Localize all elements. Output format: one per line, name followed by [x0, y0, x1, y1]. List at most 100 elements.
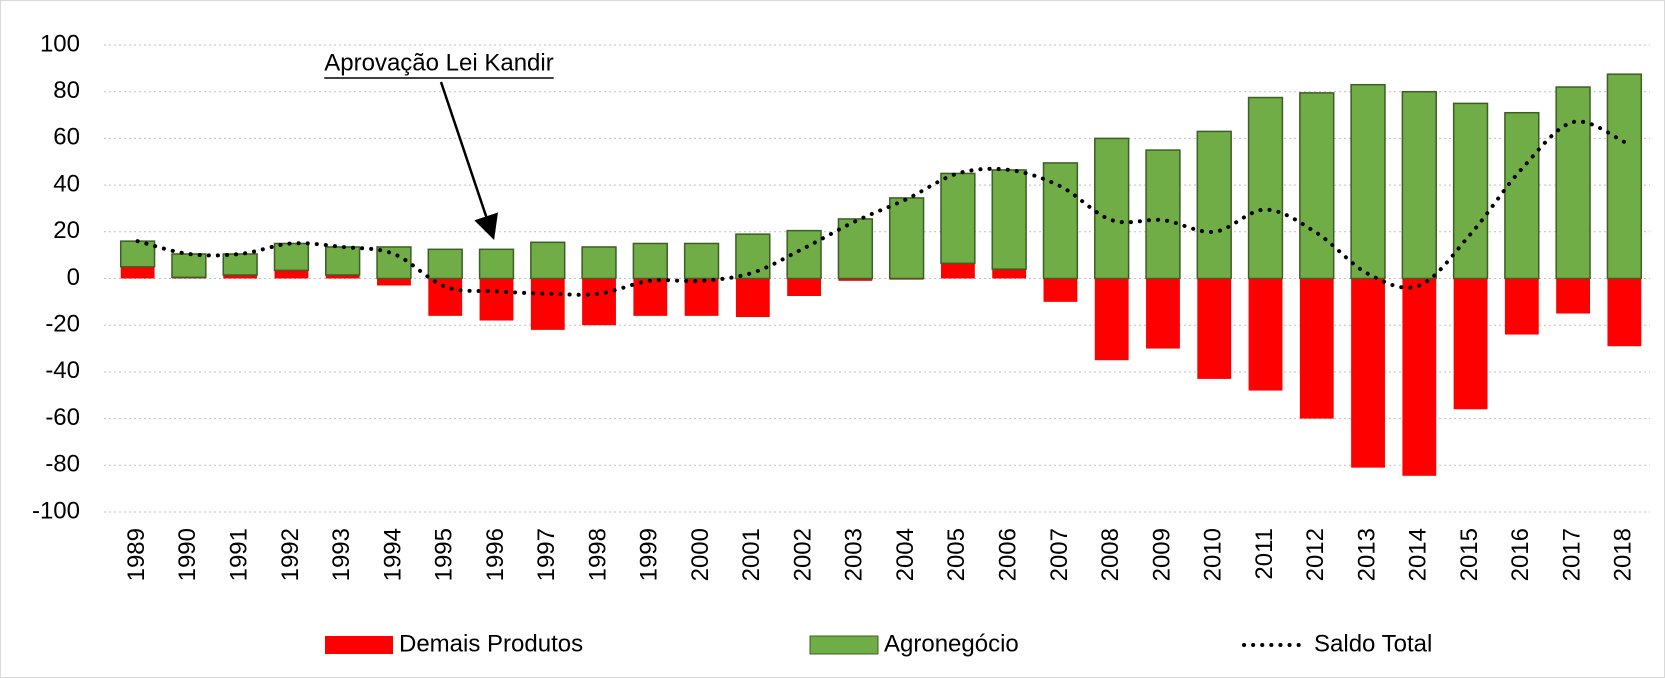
- bar: [940, 263, 975, 279]
- y-tick-label: 60: [53, 124, 80, 151]
- x-tick-label: 2017: [1558, 528, 1585, 581]
- bar: [1504, 111, 1540, 280]
- y-tick-label: 40: [53, 170, 80, 197]
- bar: [1043, 278, 1078, 302]
- bar: [376, 246, 412, 280]
- x-tick-label: 2004: [892, 528, 919, 581]
- x-tick-label: 2000: [687, 528, 714, 581]
- bar: [786, 229, 822, 280]
- bar: [1094, 278, 1129, 361]
- y-tick-label: -60: [45, 404, 80, 431]
- legend-swatch: [809, 635, 879, 655]
- bar: [837, 218, 874, 280]
- annotation: Aprovação Lei Kandir: [324, 49, 553, 76]
- legend-label: Saldo Total: [1314, 630, 1432, 657]
- x-tick-label: 2008: [1097, 528, 1124, 581]
- bar: [787, 278, 822, 297]
- x-tick-label: 1998: [584, 528, 611, 581]
- bar: [1042, 162, 1079, 280]
- bar: [1452, 102, 1489, 280]
- bar: [119, 240, 156, 268]
- bar: [1146, 278, 1180, 349]
- bar: [274, 270, 309, 279]
- bar: [1504, 278, 1539, 335]
- x-tick-label: 2010: [1200, 528, 1227, 581]
- bar: [325, 274, 360, 279]
- x-tick-label: 2001: [738, 528, 765, 581]
- bar: [581, 246, 617, 280]
- bar: [1299, 92, 1335, 280]
- bar: [1351, 278, 1385, 468]
- bar: [1248, 278, 1283, 391]
- bar: [1401, 90, 1437, 280]
- bar: [1299, 278, 1334, 419]
- legend-label: Demais Produtos: [399, 630, 583, 657]
- bar: [735, 233, 771, 280]
- y-tick-label: 0: [67, 264, 80, 291]
- annotation-arrow: [439, 81, 498, 241]
- bar: [427, 248, 463, 280]
- x-tick-label: 2012: [1302, 528, 1329, 581]
- legend-label: Agronegócio: [884, 630, 1019, 657]
- x-tick-label: 2011: [1251, 528, 1278, 580]
- x-tick-label: 1996: [482, 528, 509, 581]
- bar: [1606, 73, 1643, 280]
- x-tick-label: 2007: [1046, 528, 1073, 581]
- bar: [1145, 149, 1181, 280]
- x-tick-label: 1991: [226, 528, 253, 581]
- bar: [530, 241, 566, 280]
- bar: [838, 278, 873, 281]
- x-tick-label: 1994: [379, 528, 406, 581]
- y-tick-label: 20: [53, 217, 80, 244]
- bar: [1196, 130, 1232, 280]
- bar: [1197, 278, 1232, 379]
- bar: [222, 253, 258, 276]
- x-tick-label: 2005: [943, 528, 970, 581]
- x-tick-label: 1989: [123, 528, 150, 581]
- bar: [1350, 83, 1386, 280]
- x-tick-label: 2003: [841, 528, 868, 581]
- bar: [940, 172, 976, 265]
- x-tick-label: 1992: [277, 528, 304, 581]
- x-tick-label: 2009: [1148, 528, 1175, 581]
- bar: [632, 242, 668, 280]
- bar: [223, 274, 258, 279]
- bar: [1453, 278, 1488, 410]
- bar: [1247, 96, 1284, 280]
- y-tick-label: 80: [53, 77, 80, 104]
- x-tick-label: 1997: [533, 528, 560, 581]
- bar: [120, 266, 155, 279]
- x-tick-label: 2006: [995, 528, 1022, 581]
- x-tick-label: 1999: [636, 528, 663, 581]
- bar: [992, 269, 1027, 279]
- y-tick-label: -40: [45, 357, 80, 384]
- bar: [171, 253, 207, 279]
- x-tick-label: 2016: [1507, 528, 1534, 581]
- x-tick-label: 2015: [1456, 528, 1483, 581]
- x-tick-label: 1995: [431, 528, 458, 581]
- bar: [1556, 278, 1591, 314]
- bar: [582, 278, 616, 326]
- x-tick-label: 2002: [789, 528, 816, 581]
- x-tick-label: 1990: [174, 528, 201, 581]
- bar: [1402, 278, 1437, 476]
- y-tick-label: -80: [45, 451, 80, 478]
- bar: [478, 248, 515, 280]
- x-tick-label: 2013: [1353, 528, 1380, 581]
- y-tick-label: -100: [32, 497, 80, 524]
- bar: [530, 278, 565, 330]
- bar: [1094, 137, 1130, 280]
- bar: [325, 246, 361, 276]
- x-tick-label: 2014: [1405, 528, 1432, 581]
- bar: [684, 278, 719, 316]
- bar: [683, 242, 720, 280]
- bar: [1555, 86, 1591, 280]
- line: [135, 119, 1627, 297]
- bar: [428, 278, 463, 316]
- bar: [479, 278, 514, 321]
- bar: [1607, 278, 1642, 347]
- x-tick-label: 1993: [328, 528, 355, 581]
- y-tick-label: -20: [45, 311, 80, 338]
